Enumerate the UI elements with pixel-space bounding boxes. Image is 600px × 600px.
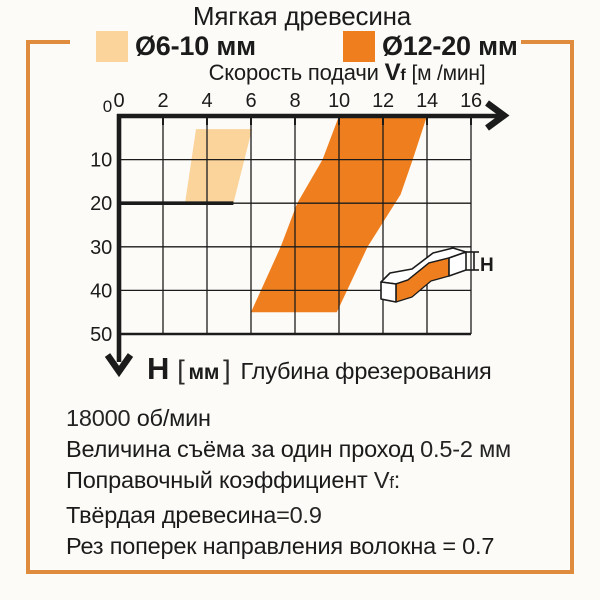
x-tick-label: 14 [416, 90, 438, 112]
x-tick-label: 4 [202, 90, 213, 112]
icon-depth-label: H [480, 255, 494, 276]
workpiece-step-icon: H [380, 247, 494, 303]
x-axis-arrow [485, 100, 510, 131]
note-rpm: 18000 об/мин [66, 405, 211, 431]
legend-label: Ø12-20 мм [382, 31, 518, 61]
y-axis-name: Глубина фрезерования [240, 358, 492, 384]
legend-swatch-dark-orange [343, 31, 375, 62]
depth-symbol: H [147, 351, 170, 386]
x-axis-name: Скорость подачи [208, 60, 379, 85]
legend-item-small-diameter: Ø6-10 мм [96, 31, 256, 62]
y-tick-label: 10 [90, 150, 112, 172]
icon-left-face [380, 281, 397, 303]
x-axis-units: [м /мин] [411, 62, 486, 85]
y-axis-arrow [104, 353, 134, 378]
feed-rate-symbol: V [384, 59, 401, 86]
frame-top-right [521, 40, 574, 44]
frame-right [570, 40, 574, 574]
y-tick-label: 50 [90, 324, 112, 346]
feed-rate-symbol-sub: f [400, 67, 406, 84]
x-axis-title: Скорость подачи Vf [м /мин] [147, 59, 547, 87]
y-tick-label: 0 [103, 97, 112, 116]
y-tick-label: 30 [90, 237, 112, 259]
x-tick-label: 0 [114, 90, 125, 112]
icon-depth-dimension [466, 251, 479, 271]
bracket-close: ] [223, 355, 231, 385]
note-hardwood-factor: Твёрдая древесина=0.9 [66, 501, 322, 528]
bracket-open: [ [177, 355, 185, 385]
y-tick-label: 20 [90, 193, 112, 215]
depth-units: мм [188, 361, 220, 384]
page-title: Мягкая древесина [192, 1, 412, 31]
frame-top-left [26, 40, 70, 44]
x-tick-label: 12 [372, 90, 394, 112]
y-tick-label: 40 [90, 280, 112, 302]
legend-label: Ø6-10 мм [135, 31, 256, 61]
frame-left [26, 40, 30, 574]
x-tick-label: 6 [246, 90, 257, 112]
note-correction-factor: Поправочный коэффициент Vf: [66, 467, 401, 494]
chart-plot: 0 2 4 6 8 10 12 14 16 0 10 20 30 40 50 [90, 90, 510, 378]
legend-swatch-light-orange [96, 31, 128, 62]
machining-notes: 18000 об/мин Величина съёма за один прох… [66, 403, 566, 562]
x-tick-label: 8 [290, 90, 301, 112]
y-axis-caption: H[мм] Глубина фрезерования [147, 351, 492, 387]
x-tick-label: 16 [460, 90, 482, 112]
x-tick-label: 10 [328, 90, 350, 112]
x-tick-label: 2 [158, 90, 169, 112]
note-crossgrain-factor: Рез поперек направления волокна = 0.7 [66, 532, 495, 559]
legend-item-large-diameter: Ø12-20 мм [343, 31, 518, 62]
frame-bottom [26, 570, 574, 574]
note-pass-depth: Величина съёма за один проход 0.5-2 мм [66, 436, 511, 463]
region-small-diameter [185, 129, 253, 204]
